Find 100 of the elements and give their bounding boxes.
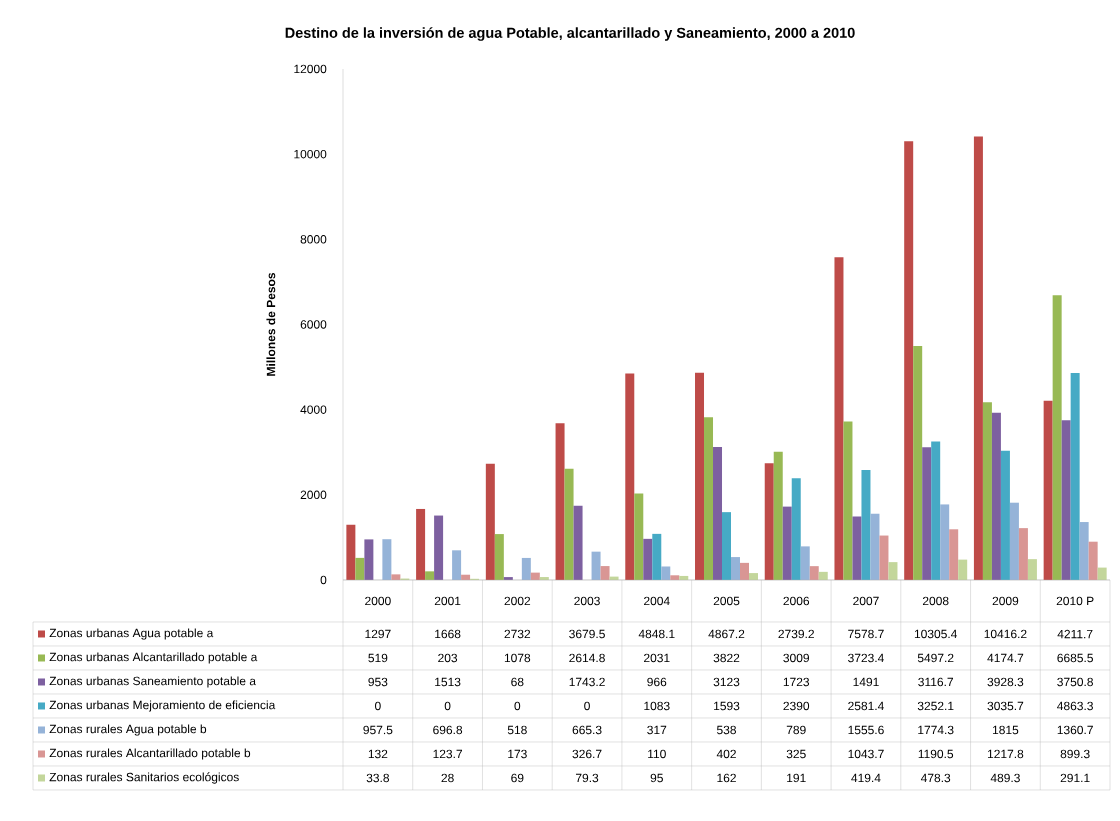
data-label: 3723.4 — [848, 653, 884, 663]
legend-label: Zonas urbanas Alcantarillado potable a — [49, 652, 258, 664]
data-label: 326.7 — [572, 749, 602, 759]
data-label: 1297 — [365, 629, 391, 639]
data-label: 1555.6 — [848, 725, 884, 735]
data-label: 419.4 — [851, 773, 881, 783]
data-label: 0 — [444, 701, 451, 711]
data-label: 2581.4 — [848, 701, 884, 711]
data-label: 123.7 — [433, 749, 463, 759]
legend-label: Zonas urbanas Mejoramiento de eficiencia — [49, 700, 276, 712]
data-label: 325 — [786, 749, 806, 759]
data-label: 2031 — [644, 653, 670, 663]
data-label: 95 — [650, 773, 663, 783]
data-label: 3252.1 — [917, 701, 954, 711]
y-tick-label: 8000 — [300, 235, 327, 244]
x-tick-label: 2004 — [644, 596, 670, 606]
data-label: 3116.7 — [918, 677, 953, 687]
x-tick-label: 2005 — [713, 596, 740, 606]
legend-label: Zonas rurales Sanitarios ecológicos — [49, 772, 239, 784]
data-label: 665.3 — [572, 725, 602, 735]
data-label: 3750.8 — [1057, 677, 1093, 687]
y-tick-label: 0 — [320, 575, 327, 585]
data-label: 953 — [368, 677, 388, 687]
data-label: 6685.5 — [1057, 653, 1093, 663]
data-label: 518 — [507, 725, 527, 735]
data-label: 68 — [511, 677, 524, 687]
data-label: 191 — [787, 773, 806, 783]
data-label: 0 — [514, 701, 521, 711]
data-label: 3928.3 — [987, 677, 1024, 687]
data-label: 1491 — [853, 677, 879, 687]
data-label: 3035.7 — [987, 701, 1024, 711]
y-tick-label: 2000 — [300, 490, 327, 500]
data-label: 69 — [511, 773, 524, 783]
x-tick-label: 2000 — [365, 596, 391, 606]
data-label: 957.5 — [363, 725, 393, 735]
data-label: 1190.5 — [918, 749, 954, 759]
y-tick-label: 6000 — [300, 320, 327, 329]
x-tick-label: 2010 P — [1056, 596, 1094, 606]
y-axis-title: Millones de Pesos — [266, 272, 276, 376]
x-tick-label: 2002 — [504, 596, 531, 606]
data-label: 478.3 — [920, 773, 951, 783]
data-label: 10305.4 — [914, 629, 958, 639]
data-label: 2390 — [783, 701, 810, 711]
data-label: 33.8 — [366, 773, 390, 783]
data-label: 3123 — [713, 677, 740, 687]
data-label: 2614.8 — [569, 653, 605, 663]
legend-label: Zonas rurales Alcantarillado potable b — [49, 748, 251, 760]
data-label: 4867.2 — [708, 629, 745, 639]
data-label: 3822 — [713, 653, 740, 663]
data-label: 28 — [441, 773, 454, 783]
data-label: 291.1 — [1060, 773, 1090, 783]
data-label: 7578.7 — [848, 629, 884, 639]
data-label: 162 — [717, 773, 736, 783]
y-tick-label: 10000 — [294, 149, 327, 159]
data-label: 489.3 — [990, 773, 1020, 783]
data-label: 4211.7 — [1057, 629, 1093, 639]
data-label: 1083 — [644, 701, 670, 711]
data-label: 4863.3 — [1057, 701, 1093, 711]
data-label: 696.8 — [433, 725, 463, 735]
y-tick-label: 4000 — [300, 405, 327, 414]
data-label: 173 — [508, 749, 527, 759]
x-tick-label: 2001 — [434, 596, 461, 606]
data-label: 203 — [438, 653, 458, 663]
y-tick-label: 12000 — [294, 64, 327, 74]
data-label: 4174.7 — [987, 653, 1024, 663]
data-label: 1043.7 — [848, 749, 884, 759]
data-label: 899.3 — [1060, 749, 1090, 759]
legend-label: Zonas urbanas Saneamiento potable a — [49, 676, 256, 688]
data-label: 5497.2 — [917, 653, 954, 663]
data-label: 3679.5 — [569, 629, 605, 639]
legend-label: Zonas rurales Agua potable b — [49, 724, 207, 736]
data-label: 2739.2 — [778, 629, 814, 639]
x-tick-label: 2009 — [992, 596, 1019, 606]
data-label: 1078 — [504, 653, 531, 663]
data-label: 1743.2 — [569, 677, 605, 687]
x-tick-label: 2007 — [853, 596, 879, 606]
data-label: 0 — [375, 701, 381, 711]
data-label: 519 — [368, 653, 388, 663]
data-label: 79.3 — [575, 773, 599, 783]
data-label: 3009 — [783, 653, 810, 663]
legend-label: Zonas urbanas Agua potable a — [49, 628, 214, 640]
data-label: 1217.8 — [987, 749, 1024, 759]
data-label: 132 — [368, 749, 388, 759]
data-label: 1513 — [435, 677, 461, 687]
data-label: 1668 — [435, 629, 461, 639]
x-tick-label: 2003 — [574, 596, 600, 606]
data-label: 789 — [786, 725, 806, 735]
x-tick-label: 2008 — [922, 596, 949, 606]
data-label: 2732 — [504, 629, 531, 639]
data-label: 317 — [647, 725, 667, 735]
x-tick-label: 2006 — [783, 596, 810, 606]
data-label: 538 — [716, 725, 736, 735]
data-label: 1723 — [783, 677, 810, 687]
data-label: 1774.3 — [918, 725, 954, 735]
data-label: 1815 — [992, 725, 1019, 735]
data-label: 110 — [648, 749, 666, 759]
data-label: 0 — [584, 701, 590, 711]
data-label: 10416.2 — [984, 629, 1027, 639]
data-label: 1360.7 — [1057, 725, 1093, 735]
data-label: 966 — [647, 677, 667, 687]
